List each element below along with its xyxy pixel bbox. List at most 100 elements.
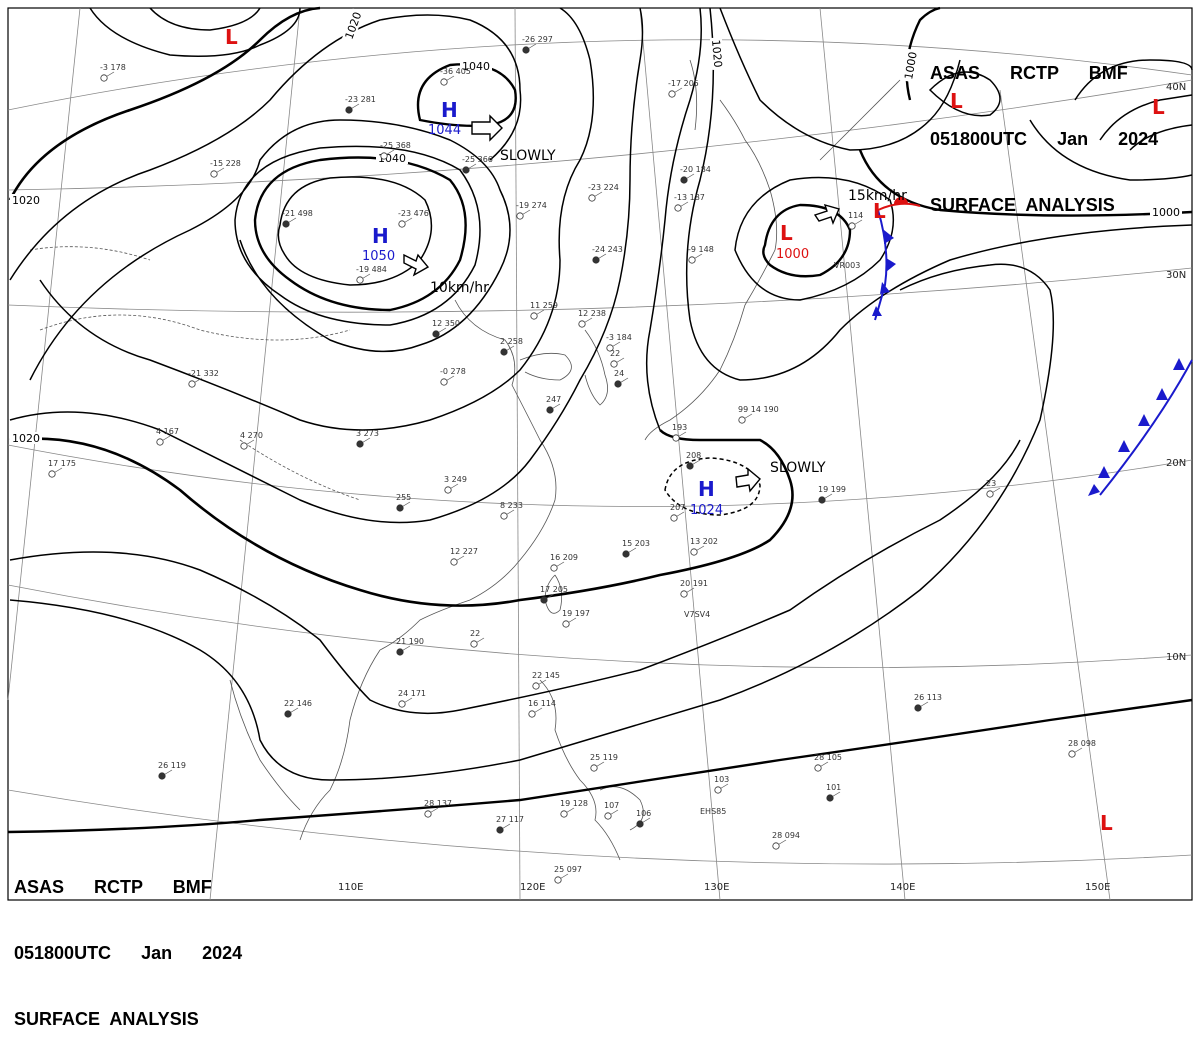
station-value: 22 [470,629,480,638]
station-circle-icon [440,78,448,86]
station-value: -21 498 [282,209,313,218]
station-circle-icon [450,558,458,566]
motion-arrow-icon [471,114,503,142]
station-plot: 28 098 [1068,739,1096,758]
station-plot: -3 184 [606,333,632,352]
station-circle-icon [188,380,196,388]
station-circle-icon [610,360,618,368]
station-value: 28 094 [772,831,800,840]
station-value: -20 184 [680,165,711,174]
station-plot: 21 190 [396,637,424,656]
station-circle-icon [636,820,644,828]
station-value: -17 205 [668,79,699,88]
station-value: 13 202 [690,537,718,546]
station-value: -3 184 [606,333,632,342]
station-circle-icon [528,710,536,718]
station-circle-icon [686,462,694,470]
station-circle-icon [424,810,432,818]
station-value: -36 405 [440,67,471,76]
station-circle-icon [668,90,676,98]
station-circle-icon [496,826,504,834]
station-value: 99 14 190 [738,405,779,414]
station-value: 101 [826,783,841,792]
station-plot: 28 105 [814,753,842,772]
station-circle-icon [554,876,562,884]
station-value: 17 175 [48,459,76,468]
station-plot: 15 203 [622,539,650,558]
station-plot: 2 258 [500,337,523,356]
station-plot: 24 171 [398,689,426,708]
lon-label: 130E [704,882,729,893]
station-value: 28 137 [424,799,452,808]
station-plot: 3 249 [444,475,467,494]
station-value: 22 146 [284,699,312,708]
motion-arrow-icon [735,467,761,493]
station-value: -23 281 [345,95,376,104]
station-value: 247 [546,395,561,404]
motion-arrow-icon [403,253,430,277]
station-value: 24 171 [398,689,426,698]
station-value: 15 203 [622,539,650,548]
title-line: 051800UTC Jan 2024 [14,943,243,963]
station-value: 24 [614,369,624,378]
station-plot: 12 350 [432,319,460,338]
station-value: -21 332 [188,369,219,378]
station-plot: 23 [986,479,1001,498]
isobar-outer-1020 [8,6,794,607]
station-value: 21 190 [396,637,424,646]
station-value: 22 145 [532,671,560,680]
station-plot: -24 243 [592,245,623,264]
station-value: 11 259 [530,301,558,310]
station-value: 22 [610,349,620,358]
station-plot: -15 228 [210,159,241,178]
station-plot: 28 137 [424,799,452,818]
station-circle-icon [848,222,856,230]
station-value: 4 167 [156,427,179,436]
station-value: -25 366 [462,155,493,164]
isobar-label: 1040 [462,60,490,73]
station-plot: 27 117 [496,815,524,834]
high-value: 1024 [690,503,723,518]
station-plot: -19 484 [356,265,387,284]
station-circle-icon [444,486,452,494]
station-plot: 12 227 [450,547,478,566]
station-circle-icon [590,764,598,772]
station-plot: 22 [470,629,485,648]
station-circle-icon [516,212,524,220]
station-plot: 19 128 [560,799,588,818]
station-plot: -20 184 [680,165,711,184]
station-circle-icon [398,700,406,708]
station-plot: 20 191 [680,579,708,598]
station-plot: 107 [604,801,619,820]
station-value: 3 249 [444,475,467,484]
low-symbol: L [873,199,886,223]
station-plot: -3 178 [100,63,126,82]
station-circle-icon [826,794,834,802]
station-value: 26 113 [914,693,942,702]
station-circle-icon [284,710,292,718]
station-circle-icon [690,548,698,556]
station-circle-icon [674,204,682,212]
station-plot: 25 097 [554,865,582,884]
station-value: 255 [396,493,411,502]
motion-label: 15km/hr [848,188,907,204]
station-value: -9 148 [688,245,714,254]
station-value: -24 243 [592,245,623,254]
longitude-lines [7,7,1111,901]
station-plot: 193 [672,423,687,442]
station-plot: 19 199 [818,485,846,504]
station-circle-icon [396,648,404,656]
isobar-label: 1020 [12,194,40,207]
station-plot: 4 167 [156,427,179,446]
station-plot: -13 187 [674,193,705,212]
high-symbol: H [698,477,715,501]
lat-label: 10N [1166,652,1186,663]
station-value: -13 187 [674,193,705,202]
station-value: 2 258 [500,337,523,346]
station-circle-icon [606,344,614,352]
station-circle-icon [48,470,56,478]
high-1024: H 1024 SLOWLY [690,460,826,518]
station-value: 16 114 [528,699,556,708]
low-symbol: L [1152,95,1165,119]
station-plot: -9 148 [688,245,714,264]
